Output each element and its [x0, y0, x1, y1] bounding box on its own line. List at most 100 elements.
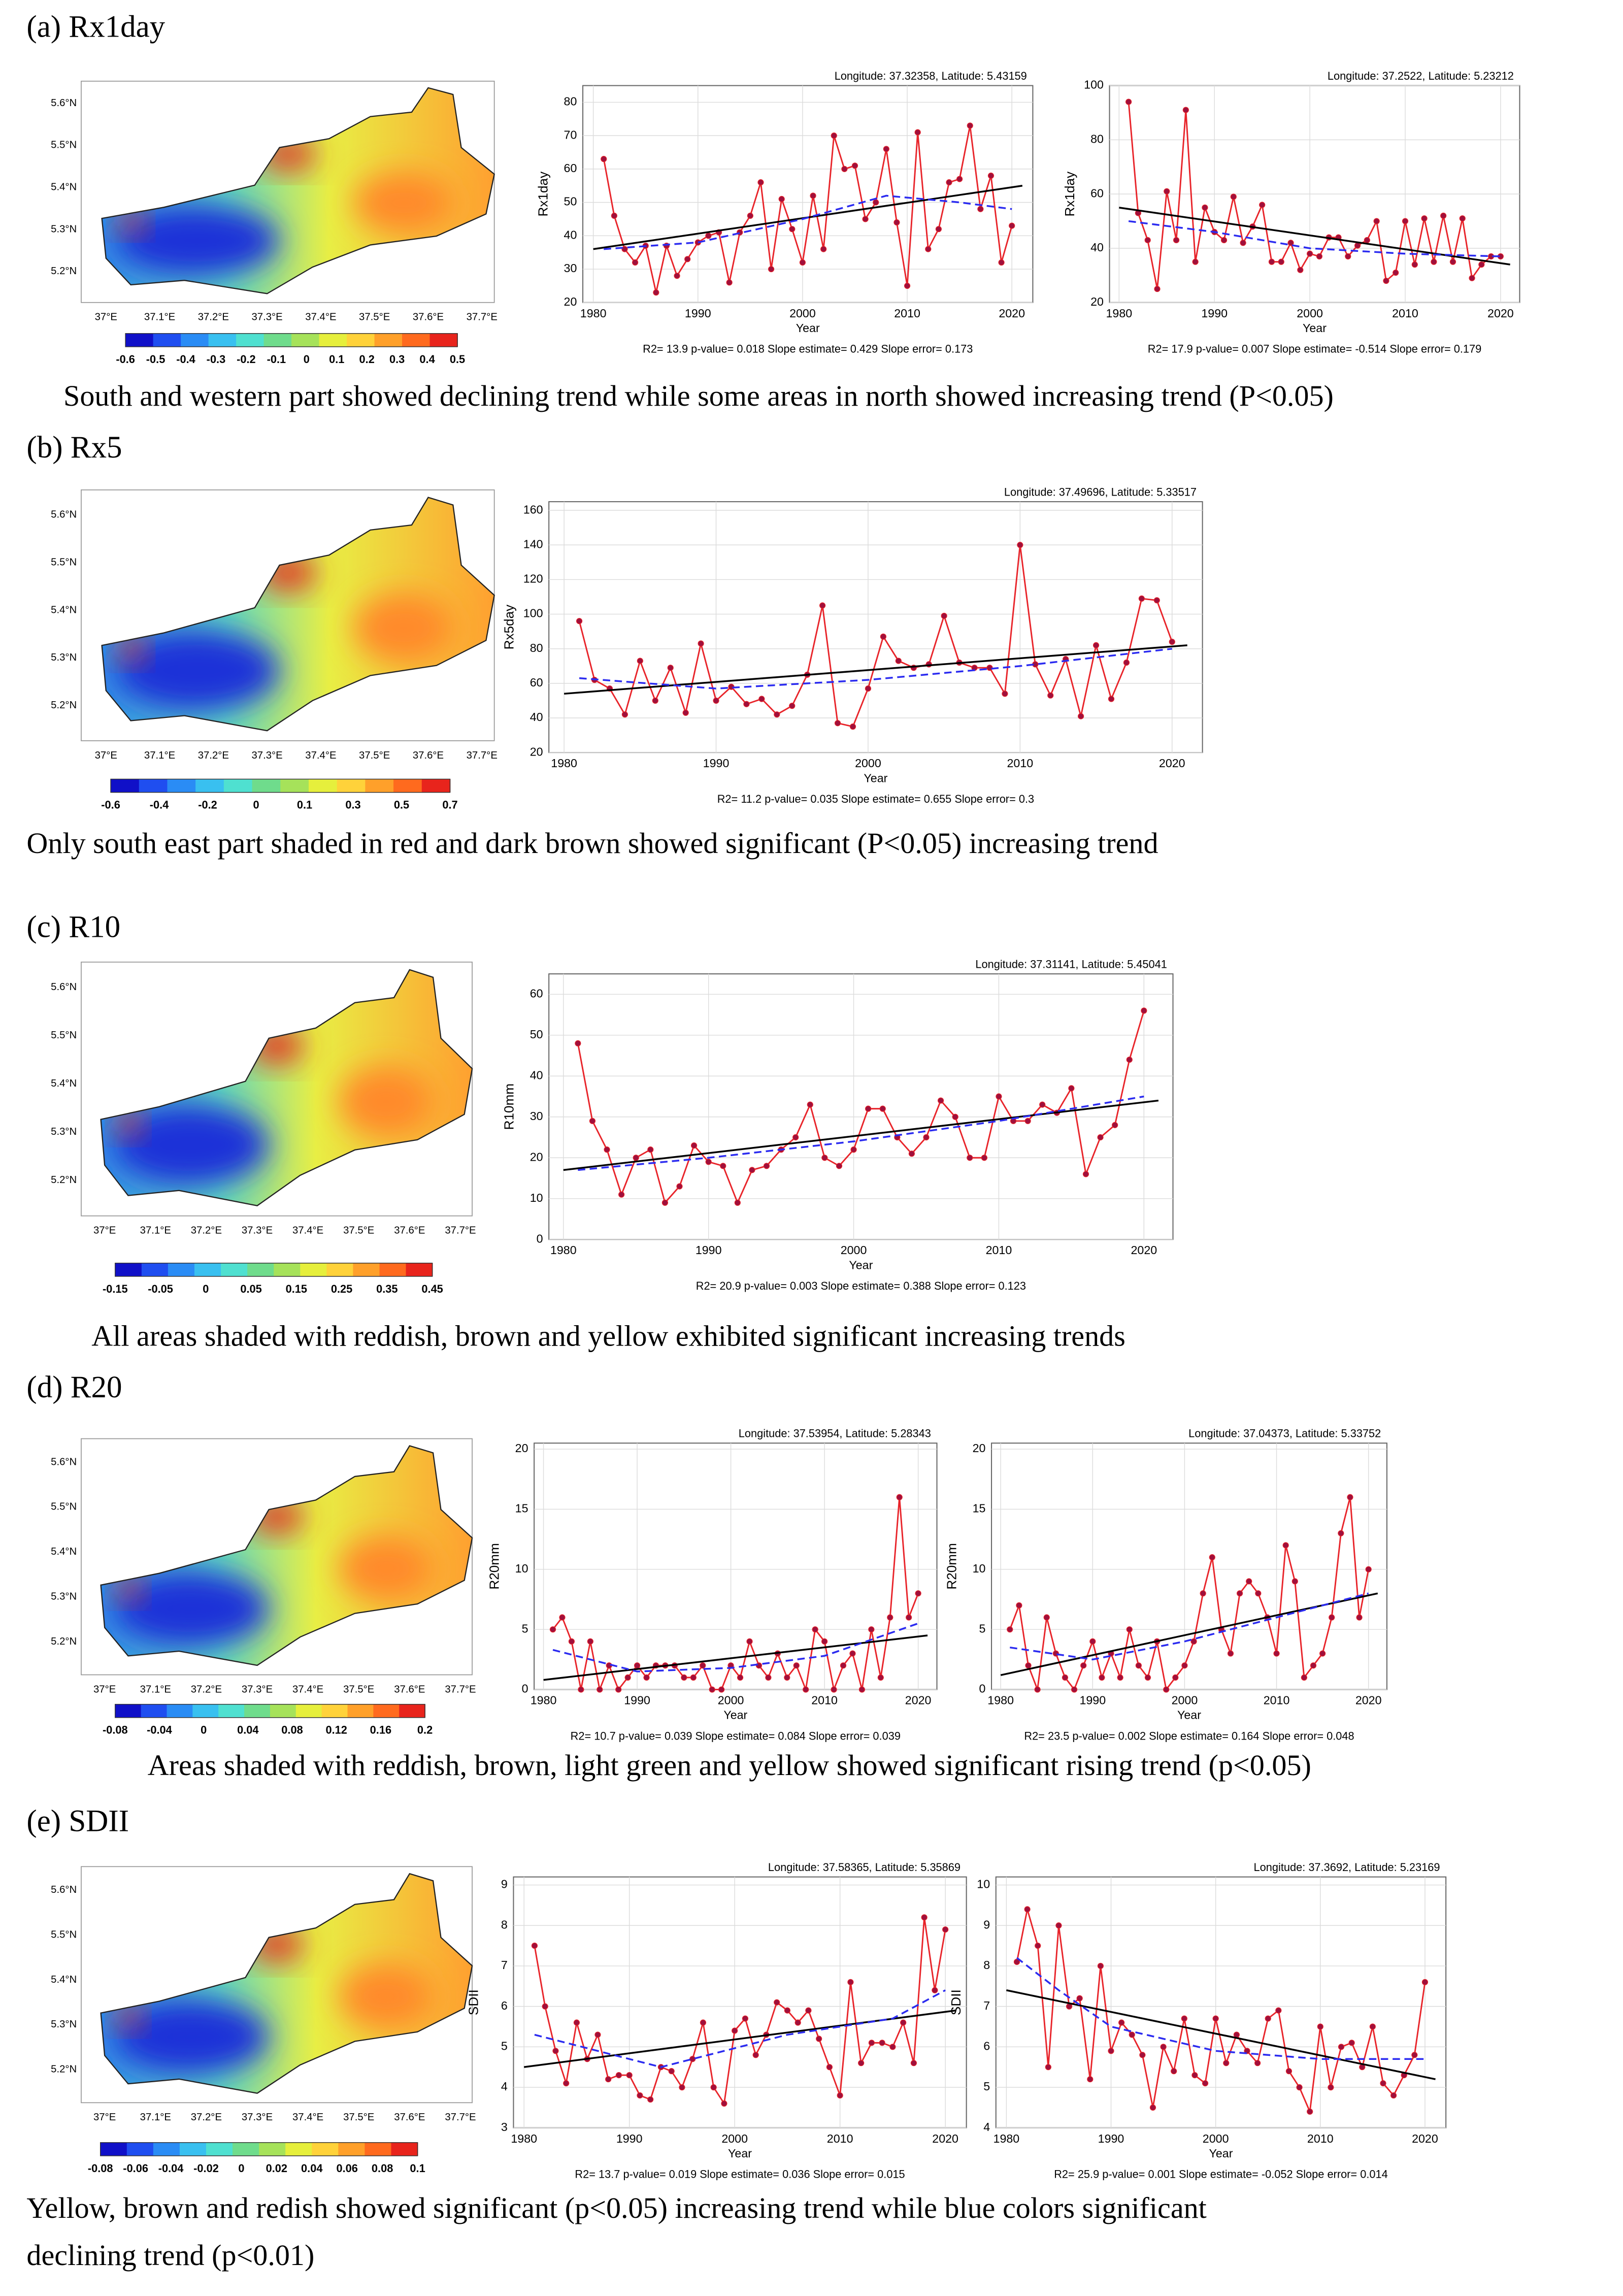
data-point: [1240, 240, 1246, 246]
data-point: [1227, 1650, 1234, 1657]
lon-label: 37.6°E: [413, 312, 444, 323]
lat-label: 5.5°N: [51, 1929, 77, 1941]
lon-label: 37.2°E: [198, 750, 229, 761]
colorbar-swatch: [252, 779, 281, 793]
data-point: [647, 1146, 654, 1153]
data-point: [849, 1650, 856, 1657]
data-point: [1365, 1566, 1372, 1572]
x-axis-label: Year: [1209, 2147, 1233, 2160]
colorbar-swatch: [100, 2142, 127, 2156]
map-blob: [112, 1570, 269, 1647]
trend-line: [1119, 207, 1510, 266]
data-point: [873, 199, 879, 206]
x-tick-label: 2000: [841, 1243, 867, 1257]
data-point: [1230, 193, 1237, 200]
data-point: [925, 246, 932, 252]
map-blob: [116, 1576, 140, 1599]
data-point: [626, 2072, 633, 2079]
data-point: [1255, 1590, 1262, 1597]
colorbar-swatch: [321, 1704, 348, 1718]
colorbar-tick-label: 0.04: [301, 2162, 322, 2175]
y-tick-label: 80: [1090, 133, 1104, 146]
data-point: [1310, 1662, 1317, 1669]
y-tick-label: 30: [530, 1109, 543, 1123]
x-tick-label: 1980: [531, 1694, 557, 1707]
colorbar-swatch: [347, 1704, 374, 1718]
x-tick-label: 1980: [1106, 307, 1132, 320]
data-point: [1118, 2019, 1125, 2026]
map-blob: [112, 1104, 269, 1186]
x-tick-label: 2020: [905, 1694, 932, 1707]
x-tick-label: 2010: [811, 1694, 838, 1707]
data-point: [831, 1686, 837, 1693]
colorbar-swatch: [167, 779, 196, 793]
data-point: [805, 2007, 812, 2014]
data-point: [652, 697, 658, 704]
y-tick-label: 4: [501, 2080, 508, 2093]
colorbar-swatch: [338, 2142, 366, 2156]
lon-label: 37.3°E: [242, 2112, 273, 2123]
y-axis-label: R10mm: [501, 1084, 516, 1130]
caption: Only south east part shaded in red and d…: [26, 827, 1158, 860]
data-point: [977, 206, 984, 212]
y-tick-label: 100: [523, 607, 543, 620]
lon-label: 37.2°E: [191, 2112, 222, 2123]
smooth-line: [1010, 1592, 1369, 1661]
x-axis-label: Year: [1177, 1709, 1201, 1722]
y-tick-label: 7: [501, 1958, 508, 1972]
data-point: [841, 166, 848, 172]
lon-label: 37.6°E: [394, 1225, 425, 1236]
x-tick-label: 1980: [993, 2132, 1020, 2145]
colorbar-swatch: [337, 779, 366, 793]
data-point: [604, 1146, 610, 1153]
colorbar-tick-label: 0.12: [326, 1724, 347, 1736]
colorbar-swatch: [429, 333, 458, 347]
panel-label: (a) Rx1day: [26, 10, 165, 44]
data-point: [1017, 542, 1023, 548]
y-tick-label: 120: [523, 572, 543, 585]
data-point: [757, 179, 764, 186]
data-point: [868, 1626, 875, 1633]
data-point: [618, 1191, 625, 1198]
data-point: [746, 1638, 753, 1645]
chart-title: Longitude: 37.04373, Latitude: 5.33752: [1188, 1427, 1381, 1440]
colorbar-swatch: [181, 333, 209, 347]
colorbar-swatch: [168, 1263, 195, 1276]
colorbar-tick-label: 0.08: [281, 1724, 303, 1736]
smooth-line: [579, 647, 1172, 690]
data-point: [895, 658, 902, 664]
data-point: [1129, 2031, 1135, 2038]
colorbar-tick-label: 0.5: [394, 799, 409, 811]
stats-note: R2= 13.7 p-value= 0.019 Slope estimate= …: [575, 2168, 905, 2181]
data-point: [1212, 2015, 1219, 2022]
data-point: [1449, 258, 1456, 265]
data-point: [1364, 237, 1370, 244]
data-point: [794, 2019, 801, 2026]
lat-label: 5.3°N: [51, 1591, 77, 1602]
lon-label: 37.5°E: [359, 750, 390, 761]
lon-label: 37.1°E: [140, 1684, 171, 1695]
map-blob: [118, 209, 144, 232]
data-point: [1181, 1662, 1188, 1669]
colorbar-tick-label: 0.02: [266, 2162, 287, 2175]
data-point: [1354, 242, 1361, 249]
chart-title: Longitude: 37.32358, Latitude: 5.43159: [835, 70, 1027, 82]
data-point: [737, 1674, 744, 1681]
data-line: [578, 545, 1173, 728]
data-point: [615, 2072, 622, 2079]
plot-area: [995, 1876, 1447, 2128]
data-point: [908, 1151, 915, 1157]
y-tick-label: 9: [501, 1878, 508, 1891]
colorbar-tick-label: 0.35: [376, 1283, 398, 1295]
lon-label: 37.4°E: [292, 1225, 323, 1236]
lat-label: 5.4°N: [51, 1974, 77, 1985]
colorbar-tick-label: -0.04: [158, 2162, 184, 2175]
data-point: [887, 1614, 893, 1621]
data-point: [942, 1926, 949, 1933]
data-point: [575, 1040, 581, 1046]
data-point: [956, 176, 963, 182]
y-axis-label: Rx5day: [501, 604, 516, 650]
data-point: [807, 1101, 813, 1108]
lat-label: 5.6°N: [51, 97, 77, 109]
x-tick-label: 1990: [624, 1694, 650, 1707]
